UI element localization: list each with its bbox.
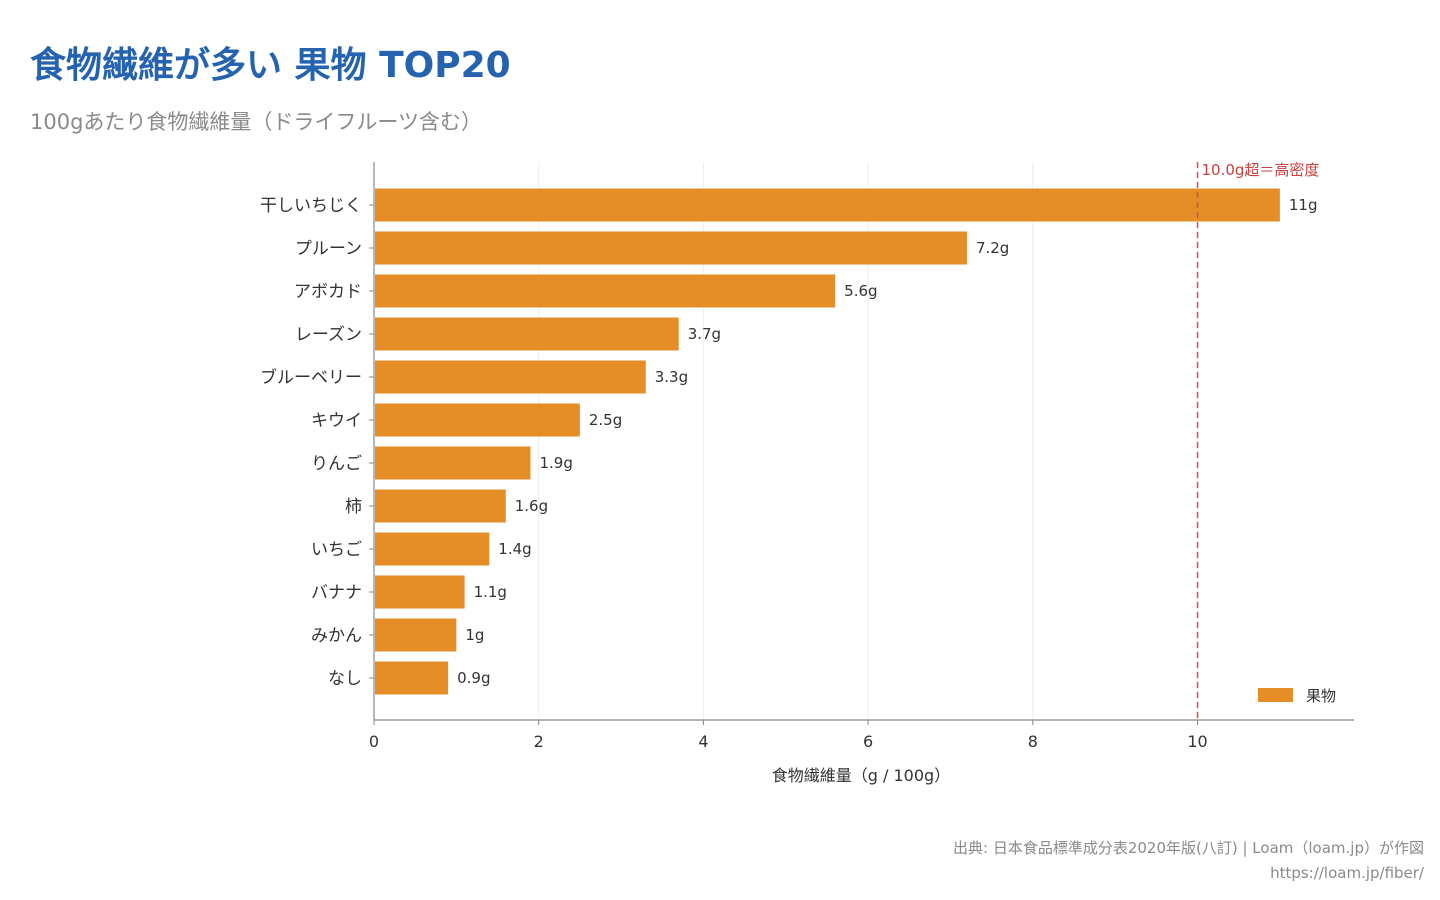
- legend-label: 果物: [1306, 687, 1336, 705]
- source-text: 出典: 日本食品標準成分表2020年版(八訂) | Loam（loam.jp）が…: [953, 839, 1424, 857]
- bar: [375, 532, 490, 566]
- legend-swatch: [1258, 688, 1293, 702]
- x-tick-label: 6: [863, 732, 873, 751]
- value-label: 0.9g: [457, 669, 490, 687]
- value-label: 3.3g: [655, 368, 688, 386]
- value-label: 5.6g: [844, 282, 877, 300]
- bar: [375, 489, 506, 523]
- value-label: 2.5g: [589, 411, 622, 429]
- category-label: バナナ: [311, 583, 362, 603]
- source-url: https://loam.jp/fiber/: [1270, 864, 1424, 882]
- value-label: 1.4g: [498, 540, 531, 558]
- value-label: 3.7g: [688, 325, 721, 343]
- bar: [375, 403, 580, 437]
- category-label: ブルーベリー: [260, 367, 362, 388]
- bar: [375, 274, 836, 308]
- x-tick-label: 10: [1187, 732, 1207, 751]
- chart-title: 食物繊維が多い 果物 TOP20: [30, 45, 511, 86]
- category-label: りんご: [311, 454, 362, 474]
- x-tick-label: 2: [534, 732, 544, 751]
- bar: [375, 446, 531, 480]
- value-label: 11g: [1289, 196, 1318, 214]
- value-label: 1.1g: [474, 583, 507, 601]
- value-label: 7.2g: [976, 239, 1009, 257]
- bar: [375, 661, 449, 695]
- category-label: みかん: [311, 626, 362, 646]
- category-label: プルーン: [295, 239, 362, 259]
- bar: [375, 188, 1280, 222]
- category-label: 柿: [345, 497, 362, 517]
- category-label: キウイ: [311, 411, 362, 431]
- x-tick-label: 0: [369, 732, 379, 751]
- bar: [375, 231, 967, 265]
- bar: [375, 360, 646, 394]
- reference-line-label: 10.0g超＝高密度: [1202, 161, 1320, 179]
- source-note: 出典: 日本食品標準成分表2020年版(八訂) | Loam（loam.jp）が…: [953, 836, 1424, 886]
- value-label: 1g: [465, 626, 484, 644]
- x-tick-label: 8: [1028, 732, 1038, 751]
- category-label: いちご: [311, 540, 362, 560]
- category-label: レーズン: [295, 325, 362, 345]
- category-label: 干しいちじく: [260, 196, 362, 216]
- category-label: なし: [328, 669, 362, 689]
- x-tick-label: 4: [698, 732, 708, 751]
- category-label: アボカド: [294, 282, 362, 302]
- value-label: 1.9g: [539, 454, 572, 472]
- chart-subtitle: 100gあたり食物繊維量（ドライフルーツ含む）: [30, 110, 482, 134]
- x-axis-label: 食物繊維量（g / 100g）: [772, 766, 950, 785]
- value-label: 1.6g: [515, 497, 548, 515]
- bar: [375, 618, 457, 652]
- bar: [375, 575, 465, 609]
- bar: [375, 317, 679, 351]
